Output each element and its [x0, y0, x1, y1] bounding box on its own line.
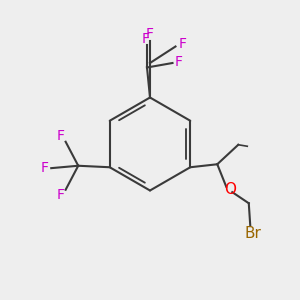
Text: F: F [179, 37, 187, 50]
Text: F: F [142, 32, 149, 46]
Text: F: F [146, 27, 154, 41]
Text: F: F [56, 129, 64, 143]
Text: F: F [175, 55, 183, 68]
Text: F: F [40, 161, 49, 175]
Text: Br: Br [244, 226, 261, 241]
Text: F: F [56, 188, 64, 202]
Text: O: O [224, 182, 236, 197]
